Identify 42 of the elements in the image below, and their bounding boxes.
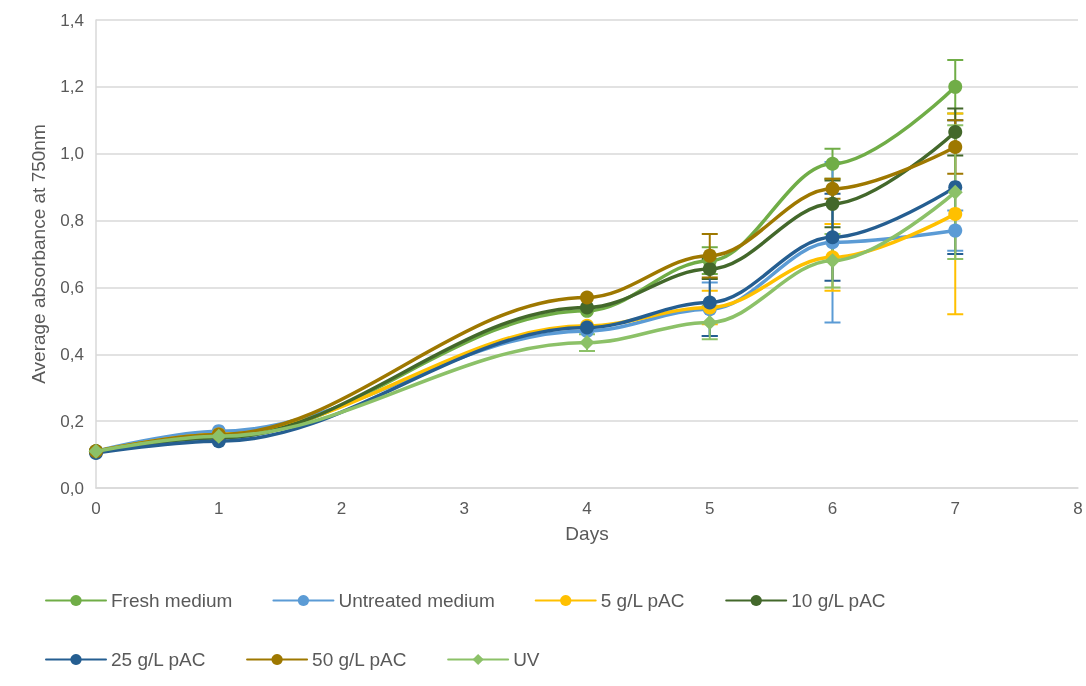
y-tick-label: 1,2: [60, 77, 84, 97]
y-tick-label: 1,0: [60, 144, 84, 164]
y-tick-label: 0,0: [60, 478, 84, 498]
point: [825, 253, 840, 269]
y-tick-label: 0,8: [60, 211, 84, 231]
point: [702, 295, 717, 310]
point: [948, 124, 963, 139]
point: [702, 248, 717, 263]
legend-label: Fresh medium: [111, 590, 233, 611]
point: [825, 156, 840, 171]
y-axis-title: Average absorbance at 750nm: [28, 124, 49, 384]
point: [948, 140, 963, 155]
point: [948, 79, 963, 94]
legend-label: Untreated medium: [338, 590, 495, 611]
x-tick-label: 2: [336, 499, 347, 518]
x-axis-title: Days: [565, 523, 609, 544]
legend-label: 25 g/L pAC: [111, 649, 206, 670]
point: [948, 206, 963, 221]
point: [702, 315, 718, 331]
x-tick-label: 0: [91, 499, 101, 518]
point: [580, 290, 594, 305]
point: [825, 181, 840, 196]
x-tick-label: 1: [214, 499, 224, 518]
x-tick-label: 3: [459, 499, 469, 518]
point: [948, 223, 963, 238]
x-tick-label: 7: [950, 499, 960, 518]
x-tick-label: 5: [705, 499, 715, 518]
y-tick-label: 0,2: [60, 411, 84, 431]
legend-label: 50 g/L pAC: [312, 649, 407, 670]
x-tick-label: 8: [1073, 499, 1083, 518]
y-tick-label: 0,4: [60, 344, 84, 364]
point: [825, 230, 840, 245]
legend-label: 10 g/L pAC: [791, 590, 886, 611]
y-tick-label: 0,6: [60, 277, 84, 297]
legend-label: 5 g/L pAC: [600, 590, 685, 611]
x-tick-label: 6: [827, 499, 838, 518]
point: [702, 262, 717, 277]
legend-label: UV: [513, 649, 540, 670]
x-tick-label: 4: [582, 499, 592, 518]
point: [947, 184, 963, 200]
y-tick-label: 1,4: [60, 10, 84, 30]
point: [825, 196, 840, 211]
